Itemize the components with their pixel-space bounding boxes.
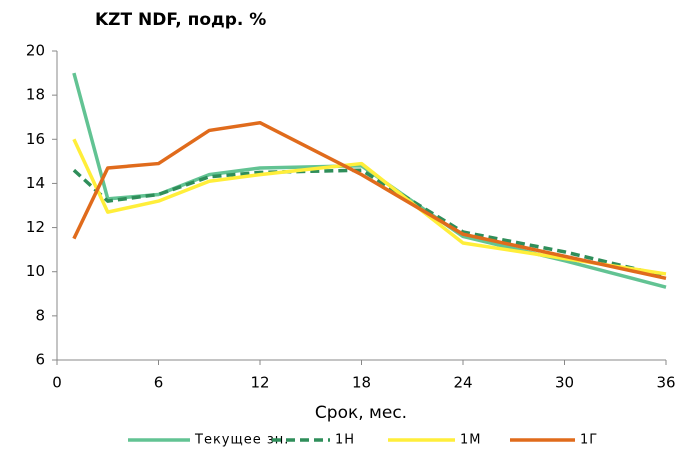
- y-tick-label: 10: [26, 262, 45, 280]
- series-line: [72, 120, 667, 281]
- y-tick-label: 16: [26, 130, 45, 148]
- x-tick-label: 30: [555, 374, 574, 392]
- y-tick-label: 14: [26, 174, 45, 192]
- y-tick-label: 20: [26, 42, 45, 60]
- legend-label: 1Г: [580, 433, 598, 448]
- legend-label: 1М: [460, 433, 482, 448]
- x-tick-label: 24: [453, 374, 472, 392]
- x-tick-label: 0: [52, 374, 62, 392]
- series-line: [72, 168, 667, 278]
- legend-label: 1Н: [335, 433, 355, 448]
- y-tick-label: 12: [26, 218, 45, 236]
- chart-title: KZT NDF, подр. %: [95, 10, 266, 30]
- x-axis-label: Срок, мес.: [315, 403, 407, 423]
- series-line: [72, 138, 667, 276]
- y-tick-label: 8: [35, 306, 45, 324]
- x-tick-label: 36: [656, 374, 675, 392]
- x-tick-label: 12: [250, 374, 269, 392]
- y-tick-label: 6: [35, 351, 45, 369]
- legend-label: Текущее зн.: [194, 433, 289, 448]
- x-tick-label: 18: [352, 374, 371, 392]
- y-tick-label: 18: [26, 86, 45, 104]
- x-tick-label: 6: [154, 374, 164, 392]
